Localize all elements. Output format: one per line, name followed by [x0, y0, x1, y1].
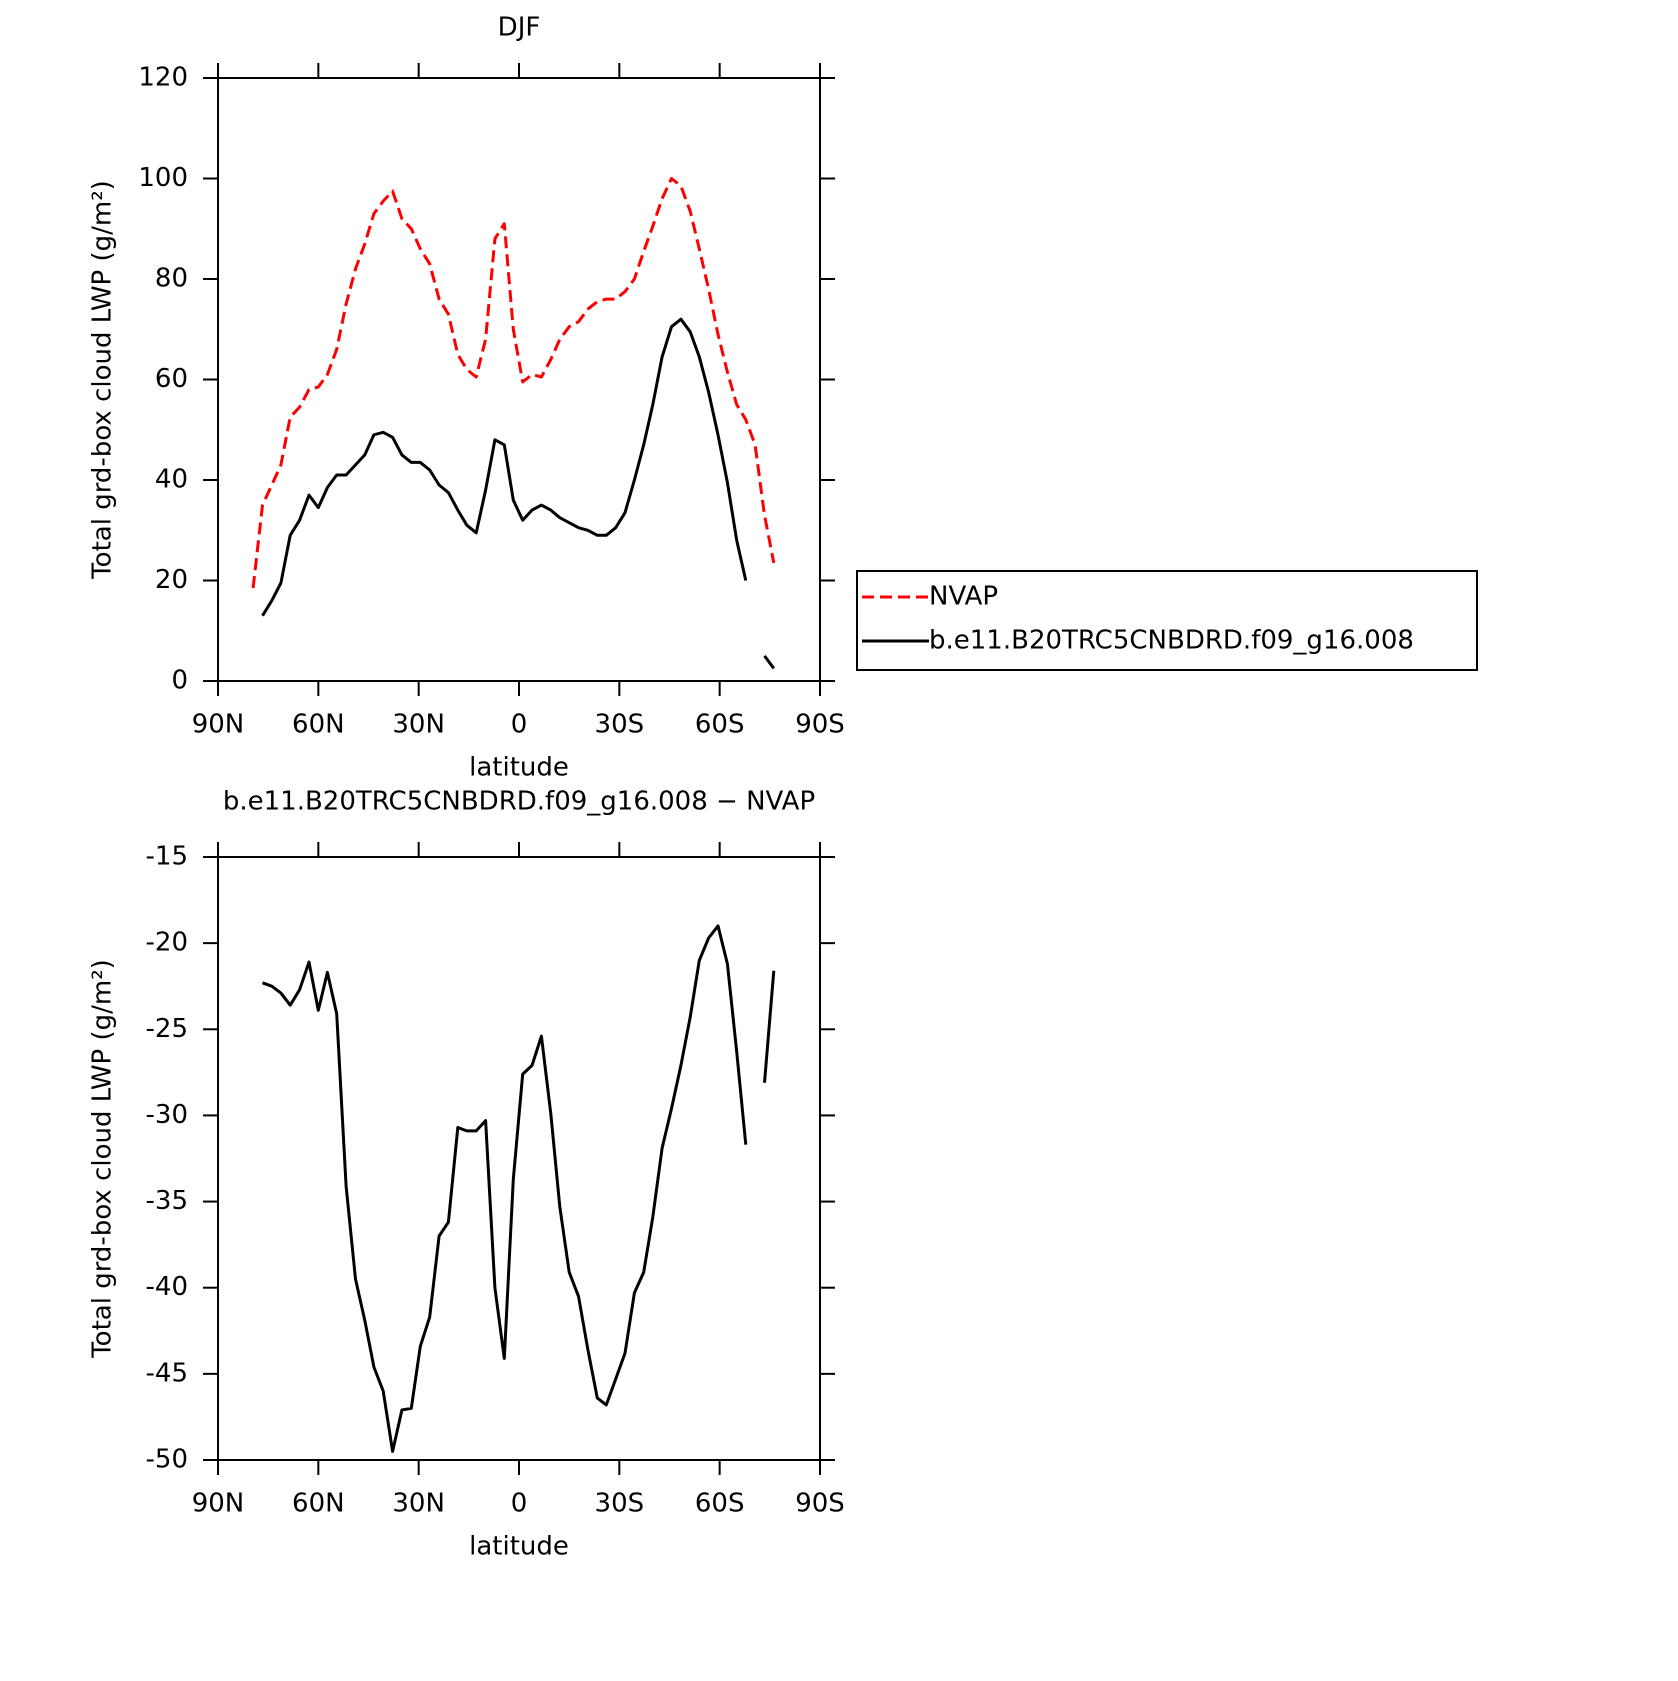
y-tick-label: -15 — [146, 842, 188, 872]
x-tick-label: 60N — [292, 1489, 345, 1519]
x-tick-label: 0 — [511, 710, 528, 740]
y-tick-label: 20 — [155, 565, 188, 595]
y-tick-label: -50 — [146, 1445, 188, 1475]
legend-box — [856, 570, 1478, 671]
series-line — [261, 317, 776, 670]
x-axis-label: latitude — [469, 753, 569, 783]
x-tick-label: 90N — [192, 710, 245, 740]
y-tick-label: -40 — [146, 1272, 188, 1302]
y-tick-label: -45 — [146, 1358, 188, 1388]
series-line — [251, 177, 776, 589]
x-tick-label: 90S — [795, 710, 845, 740]
y-tick-label: -25 — [146, 1014, 188, 1044]
y-tick-label: -20 — [146, 928, 188, 958]
x-tick-label: 60N — [292, 710, 345, 740]
legend-label: NVAP — [929, 582, 998, 612]
plot-frame — [217, 856, 821, 1461]
y-tick-label: 60 — [155, 364, 188, 394]
x-tick-label: 30S — [595, 1489, 645, 1519]
x-tick-label: 90S — [795, 1489, 845, 1519]
y-tick-label: 100 — [138, 163, 188, 193]
x-tick-label: 60S — [695, 1489, 745, 1519]
x-tick-label: 30N — [392, 1489, 445, 1519]
legend-label: b.e11.B20TRC5CNBDRD.f09_g16.008 — [929, 626, 1414, 656]
x-tick-label: 30S — [595, 710, 645, 740]
y-axis-label: Total grd-box cloud LWP (g/m²) — [88, 959, 118, 1359]
y-tick-label: 40 — [155, 465, 188, 495]
x-tick-label: 90N — [192, 1489, 245, 1519]
x-tick-label: 30N — [392, 710, 445, 740]
x-axis-label: latitude — [469, 1532, 569, 1562]
y-tick-label: 0 — [171, 666, 188, 696]
y-tick-label: 120 — [138, 63, 188, 93]
y-tick-label: -30 — [146, 1100, 188, 1130]
chart-title: DJF — [498, 13, 541, 43]
plot-frame — [217, 77, 821, 682]
chart-title: b.e11.B20TRC5CNBDRD.f09_g16.008 − NVAP — [223, 787, 815, 817]
x-tick-label: 0 — [511, 1489, 528, 1519]
series-line — [261, 924, 776, 1453]
x-tick-label: 60S — [695, 710, 745, 740]
y-tick-label: 80 — [155, 264, 188, 294]
y-tick-label: -35 — [146, 1186, 188, 1216]
y-axis-label: Total grd-box cloud LWP (g/m²) — [88, 180, 118, 580]
